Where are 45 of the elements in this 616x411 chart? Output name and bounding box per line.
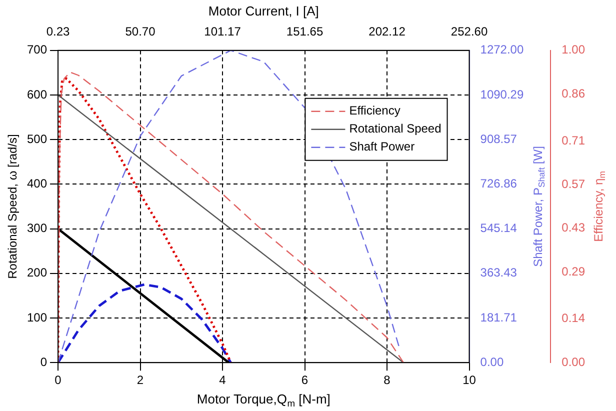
y2-tick-label: 0.00	[480, 354, 504, 369]
y-tick-label: 300	[26, 221, 48, 236]
y3-tick-label: 0.57	[562, 176, 586, 191]
x-tick-label: 0	[54, 373, 62, 388]
x-tick-label: 8	[384, 373, 391, 388]
y2-tick-label: 181.71	[480, 310, 518, 324]
x2-tick-label: 50.70	[125, 24, 156, 39]
y2-tick-label: 1272.00	[480, 42, 524, 57]
y3-tick-label: 0.14	[562, 311, 586, 326]
line-series	[58, 283, 232, 363]
y3-tick-label: 0.71	[562, 133, 586, 148]
x2-axis-title: Motor Current, I [A]	[208, 4, 319, 19]
y3-tick-label: 0.86	[562, 86, 586, 100]
legend-label: Rotational Speed	[349, 122, 442, 136]
y3-tick-label: 0.29	[562, 264, 586, 278]
y3-tick-label: 0.43	[562, 220, 586, 235]
y2-tick-label: 545.14	[480, 221, 518, 236]
legend-label: Shaft Power	[349, 140, 415, 154]
y-tick-label: 400	[26, 176, 48, 191]
y3-axis-title: Efficiency, ηm	[591, 171, 607, 242]
y-tick-label: 200	[26, 266, 48, 280]
y2-axis-title: Shaft Power, PShaft [W]	[530, 146, 547, 267]
x-tick-label: 10	[462, 373, 476, 388]
x2-tick-label: 202.12	[368, 24, 406, 39]
x2-tick-label: 151.65	[286, 24, 324, 39]
x-tick-label: 6	[301, 373, 308, 388]
x-tick-label: 2	[136, 373, 144, 388]
y2-tick-label: 363.43	[480, 266, 518, 280]
y2-tick-label: 726.86	[480, 176, 518, 191]
y-tick-label: 0	[40, 354, 48, 369]
y3-tick-label: 1.00	[562, 42, 586, 57]
y-tick-label: 700	[26, 42, 48, 57]
x2-tick-label: 0.23	[46, 24, 70, 39]
legend-label: Efficiency	[349, 104, 400, 118]
y2-tick-label: 1090.29	[480, 87, 524, 102]
x2-tick-label: 252.60	[450, 24, 488, 39]
y3-tick-label: 0.00	[562, 354, 586, 369]
y-tick-label: 500	[26, 132, 48, 146]
y-tick-label: 600	[26, 87, 48, 102]
line-series	[58, 77, 232, 363]
x-tick-label: 4	[219, 373, 226, 388]
y-tick-label: 100	[26, 310, 48, 324]
y-axis-title: Rotational Speed, ω [rad/s]	[5, 134, 20, 279]
x2-tick-label: 101.17	[204, 24, 242, 39]
y2-tick-label: 908.57	[480, 132, 518, 146]
